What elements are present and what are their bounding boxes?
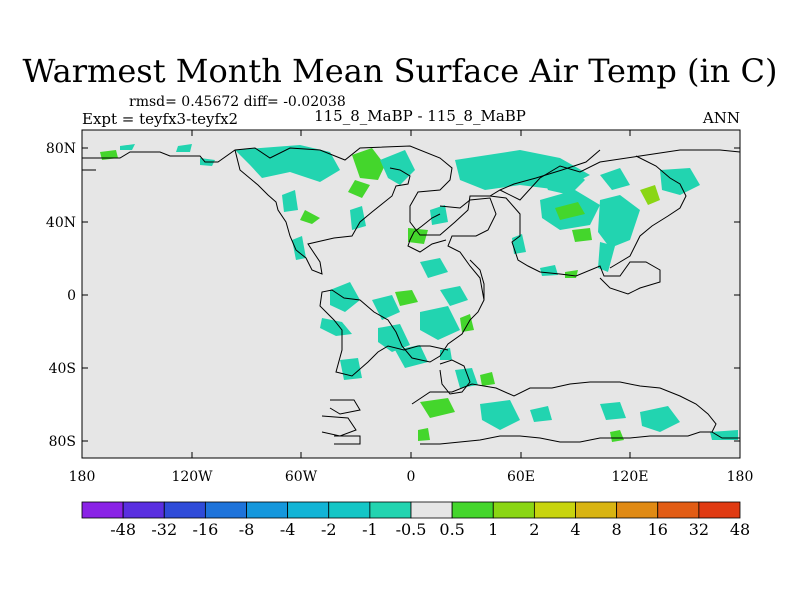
colorbar: -48 -32 -16 -8 -4 -2 -1 -0.5 0.5 1 2 4 8 16 32 48 — [81, 501, 750, 539]
colorbar-swatch — [575, 501, 618, 519]
colorbar-swatch — [492, 501, 535, 519]
colorbar-swatch — [287, 501, 330, 519]
lat-label-40s: 40S — [49, 361, 76, 377]
coastlines — [81, 145, 741, 445]
colorbar-label: 4 — [570, 520, 580, 539]
lon-label-180w: 180 — [69, 469, 96, 485]
colorbar-swatch — [328, 501, 371, 519]
lon-label-180e: 180 — [727, 469, 754, 485]
anomaly-patches — [100, 144, 738, 442]
colorbar-label: 48 — [730, 520, 750, 539]
colorbar-swatch — [616, 501, 659, 519]
colorbar-swatch — [122, 501, 165, 519]
stats-text: rmsd= 0.45672 diff= -0.02038 — [129, 94, 346, 110]
lat-label-80s: 80S — [49, 434, 76, 450]
colorbar-swatch — [410, 501, 453, 519]
lat-label-eq: 0 — [67, 288, 76, 304]
lon-label-60w: 60W — [285, 469, 318, 485]
colorbar-swatch — [698, 501, 741, 519]
colorbar-label: -48 — [110, 520, 136, 539]
colorbar-label: -1 — [362, 520, 378, 539]
lon-label-120w: 120W — [171, 469, 213, 485]
colorbar-swatch — [81, 501, 124, 519]
colorbar-label: -4 — [280, 520, 296, 539]
colorbar-label: 32 — [689, 520, 709, 539]
colorbar-label: -32 — [151, 520, 177, 539]
colorbar-label: -8 — [239, 520, 255, 539]
run-label: 115_8_MaBP - 115_8_MaBP — [314, 107, 526, 125]
colorbar-label: 16 — [648, 520, 668, 539]
colorbar-swatch — [369, 501, 412, 519]
colorbar-swatch — [533, 501, 576, 519]
colorbar-label: -0.5 — [396, 520, 427, 539]
map-title: Warmest Month Mean Surface Air Temp (in … — [22, 52, 778, 90]
colorbar-label: 1 — [488, 520, 498, 539]
experiment-label: Expt = teyfx3-teyfx2 — [82, 110, 239, 128]
lat-label-40n: 40N — [46, 215, 76, 231]
lon-label-0: 0 — [407, 469, 416, 485]
colorbar-swatch — [246, 501, 289, 519]
colorbar-label: -16 — [192, 520, 218, 539]
latitude-ticks: 80N 40N 0 40S 80S — [46, 141, 740, 450]
lon-label-60e: 60E — [507, 469, 535, 485]
colorbar-label: 0.5 — [439, 520, 464, 539]
longitude-ticks: 180 120W 60W 0 60E 120E 180 — [69, 130, 754, 485]
colorbar-swatch — [204, 501, 247, 519]
colorbar-swatch — [163, 501, 206, 519]
lon-label-120e: 120E — [612, 469, 649, 485]
colorbar-swatch — [451, 501, 494, 519]
colorbar-swatch — [657, 501, 700, 519]
colorbar-label: 8 — [612, 520, 622, 539]
lat-label-80n: 80N — [46, 141, 76, 157]
season-label: ANN — [702, 109, 740, 127]
colorbar-label: 2 — [529, 520, 539, 539]
colorbar-label: -2 — [321, 520, 337, 539]
